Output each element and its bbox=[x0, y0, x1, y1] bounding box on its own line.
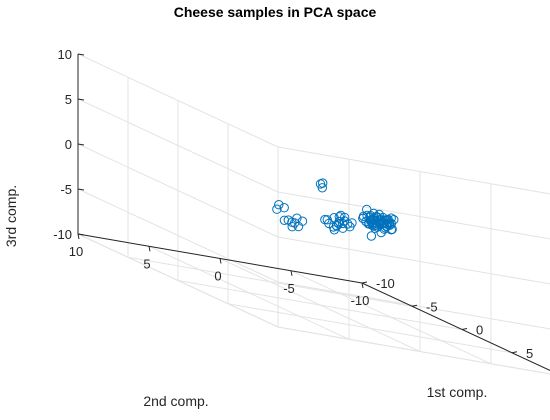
data-point bbox=[318, 178, 328, 188]
x-tick-mark bbox=[461, 328, 468, 330]
x-tick-label: 5 bbox=[526, 346, 533, 361]
data-point bbox=[287, 217, 297, 227]
grid-line bbox=[219, 258, 421, 352]
x-axis-label: 1st comp. bbox=[427, 384, 488, 400]
data-point bbox=[287, 222, 297, 232]
data-point bbox=[347, 218, 357, 228]
x-tick-mark bbox=[361, 281, 368, 284]
z-axis-label: 3rd comp. bbox=[3, 185, 19, 247]
y-tick-label: -10 bbox=[351, 293, 370, 308]
data-point bbox=[320, 214, 330, 225]
data-point bbox=[317, 183, 327, 193]
chart-title: Cheese samples in PCA space bbox=[174, 4, 377, 20]
grid-line bbox=[277, 281, 550, 330]
axis-lines bbox=[77, 53, 550, 371]
data-point bbox=[343, 219, 353, 229]
grid-line bbox=[77, 143, 279, 238]
data-point bbox=[279, 215, 290, 226]
data-points bbox=[272, 178, 399, 241]
z-tick-label: -5 bbox=[60, 182, 72, 197]
data-point bbox=[337, 218, 348, 229]
data-point bbox=[384, 218, 395, 228]
z-tick-mark bbox=[77, 233, 85, 236]
data-point bbox=[358, 211, 369, 222]
y-tick-mark bbox=[361, 282, 364, 289]
grid-line bbox=[227, 303, 513, 354]
y-tick-mark bbox=[77, 233, 80, 240]
data-point bbox=[329, 213, 339, 223]
grid-line bbox=[277, 236, 550, 285]
y-tick-mark bbox=[148, 246, 151, 252]
x-tick-mark bbox=[511, 351, 518, 354]
grid-line bbox=[77, 53, 279, 148]
x-axis-line bbox=[361, 282, 550, 371]
data-point bbox=[366, 231, 377, 241]
z-tick-label: 10 bbox=[58, 47, 72, 62]
z-tick-mark bbox=[77, 188, 85, 191]
x-tick-mark bbox=[411, 304, 418, 307]
z-tick-mark bbox=[77, 98, 85, 101]
z-tick-label: 0 bbox=[65, 137, 72, 152]
z-tick-mark bbox=[77, 53, 85, 56]
y-tick-mark bbox=[219, 258, 222, 264]
y-tick-label: 0 bbox=[214, 269, 221, 284]
z-tick-label: -10 bbox=[53, 227, 72, 242]
grid-line bbox=[77, 98, 279, 193]
data-point bbox=[274, 200, 284, 210]
data-point bbox=[386, 225, 396, 235]
grid-line bbox=[361, 282, 550, 371]
y-tick-label: 5 bbox=[143, 256, 150, 271]
data-point bbox=[272, 204, 282, 214]
grid-line bbox=[277, 191, 550, 240]
data-point bbox=[279, 203, 289, 213]
y-tick-label: -5 bbox=[283, 281, 295, 296]
y-tick-mark bbox=[290, 270, 293, 276]
z-tick-label: 5 bbox=[65, 92, 72, 107]
data-point bbox=[376, 215, 386, 225]
data-point bbox=[367, 220, 377, 230]
grid-line bbox=[148, 245, 350, 340]
x-tick-label: 0 bbox=[476, 323, 483, 338]
data-point bbox=[374, 209, 384, 220]
grid-lines bbox=[77, 53, 550, 375]
y-axis-label: 2nd comp. bbox=[143, 393, 208, 409]
grid-line bbox=[277, 146, 550, 195]
y-tick-label: 10 bbox=[69, 244, 83, 259]
x-tick-label: -5 bbox=[426, 299, 438, 314]
data-point bbox=[381, 215, 391, 226]
z-tick-mark bbox=[77, 143, 85, 146]
x-tick-label: -10 bbox=[376, 276, 395, 291]
data-point bbox=[332, 221, 342, 231]
data-point bbox=[366, 215, 376, 225]
